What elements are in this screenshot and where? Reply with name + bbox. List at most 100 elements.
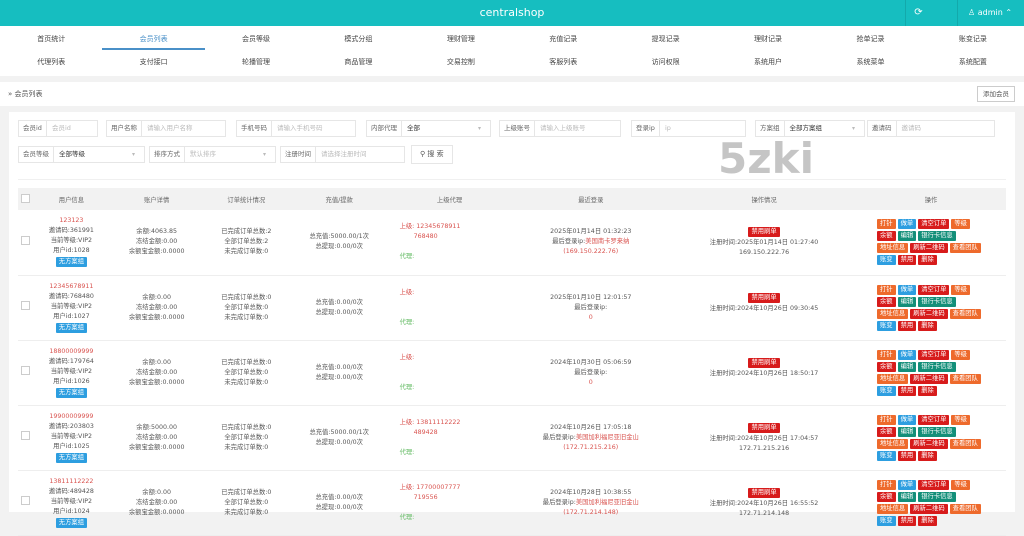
- filter-input[interactable]: 请输入手机号码: [277, 124, 323, 132]
- action-button[interactable]: 地址信息: [877, 373, 909, 384]
- action-button[interactable]: 账变: [877, 255, 896, 266]
- action-button[interactable]: 禁用: [897, 320, 917, 331]
- action-button[interactable]: 查看团队: [949, 438, 981, 449]
- nav-item[interactable]: 提现记录: [651, 35, 680, 43]
- row-checkbox[interactable]: [21, 366, 31, 375]
- nav-item[interactable]: 访问权限: [651, 58, 680, 66]
- action-button[interactable]: 做单: [897, 349, 917, 360]
- action-button[interactable]: 删除: [918, 385, 937, 396]
- action-button[interactable]: 禁用: [897, 385, 917, 396]
- nav-item[interactable]: 首页统计: [37, 35, 66, 43]
- action-button[interactable]: 查看团队: [949, 503, 981, 514]
- filter-value[interactable]: 全部方案组: [789, 124, 823, 132]
- action-button[interactable]: 地址信息: [877, 308, 909, 319]
- action-button[interactable]: 余额: [877, 491, 896, 502]
- action-button[interactable]: 清空订单: [918, 219, 950, 230]
- action-button[interactable]: 删除: [918, 320, 937, 331]
- action-button[interactable]: 银行卡信息: [918, 426, 956, 437]
- action-button[interactable]: 编辑: [897, 296, 917, 307]
- action-button[interactable]: 银行卡信息: [918, 296, 956, 307]
- action-button[interactable]: 禁用: [897, 255, 917, 266]
- filter-input[interactable]: 会员id: [51, 124, 71, 132]
- action-button[interactable]: 编辑: [897, 491, 917, 502]
- nav-item[interactable]: 会员等级: [242, 35, 271, 43]
- filter-login-ip[interactable]: 登录ip ip: [631, 120, 746, 137]
- filter-input[interactable]: 邀请码: [901, 124, 922, 132]
- nav-item[interactable]: 系统用户: [754, 58, 783, 66]
- action-button[interactable]: 地址信息: [877, 438, 909, 449]
- filter-input[interactable]: ip: [664, 124, 671, 132]
- nav-item[interactable]: 模式分组: [344, 35, 373, 43]
- action-button[interactable]: 刷新二维码: [910, 503, 948, 514]
- filter-input[interactable]: 请输入用户名称: [147, 124, 193, 132]
- row-checkbox[interactable]: [21, 235, 31, 245]
- plan-group-tag[interactable]: 无方案组: [55, 517, 87, 528]
- action-button[interactable]: 余额: [877, 231, 896, 242]
- action-button[interactable]: 删除: [918, 450, 937, 461]
- nav-item[interactable]: 会员列表: [102, 28, 206, 51]
- action-button[interactable]: 打针: [877, 284, 896, 295]
- action-button[interactable]: 编辑: [897, 231, 917, 242]
- plan-group-tag[interactable]: 无方案组: [55, 257, 87, 268]
- plan-group-tag[interactable]: 无方案组: [55, 452, 87, 463]
- select-all-checkbox[interactable]: [21, 193, 31, 203]
- filter-input[interactable]: 默认排序: [190, 150, 216, 158]
- action-button[interactable]: 编辑: [897, 361, 917, 372]
- action-button[interactable]: 删除: [918, 255, 937, 266]
- action-button[interactable]: 做单: [897, 414, 917, 425]
- nav-item[interactable]: 账变记录: [958, 35, 987, 43]
- filter-value[interactable]: 全部: [407, 124, 420, 132]
- action-button[interactable]: 刷新二维码: [910, 438, 948, 449]
- action-button[interactable]: 编辑: [897, 426, 917, 437]
- action-button[interactable]: 等级: [951, 349, 970, 360]
- action-button[interactable]: 等级: [951, 219, 970, 230]
- refresh-button[interactable]: ⟳: [905, 0, 931, 26]
- action-button[interactable]: 打针: [877, 219, 896, 230]
- action-button[interactable]: 地址信息: [877, 243, 909, 254]
- nav-item[interactable]: 系统菜单: [856, 58, 885, 66]
- action-button[interactable]: 删除: [918, 515, 937, 526]
- action-button[interactable]: 做单: [897, 284, 917, 295]
- action-button[interactable]: 打针: [877, 414, 896, 425]
- action-button[interactable]: 刷新二维码: [910, 308, 948, 319]
- action-button[interactable]: 清空订单: [918, 479, 950, 490]
- nav-item[interactable]: 系统配置: [958, 58, 987, 66]
- row-checkbox[interactable]: [21, 301, 31, 310]
- nav-item[interactable]: 抢单记录: [856, 35, 885, 43]
- action-button[interactable]: 银行卡信息: [918, 491, 956, 502]
- row-checkbox[interactable]: [21, 496, 31, 505]
- action-button[interactable]: 打针: [877, 479, 896, 490]
- filter-sort[interactable]: 排序方式 默认排序 ▾: [149, 146, 276, 163]
- filter-input[interactable]: 请输入上级账号: [540, 124, 586, 132]
- row-checkbox[interactable]: [21, 431, 31, 440]
- nav-item[interactable]: 理财管理: [446, 35, 475, 43]
- plan-group-tag[interactable]: 无方案组: [55, 322, 87, 333]
- action-button[interactable]: 清空订单: [918, 414, 950, 425]
- action-button[interactable]: 清空订单: [918, 284, 950, 295]
- filter-phone[interactable]: 手机号码 请输入手机号码: [236, 120, 356, 137]
- filter-parent-account[interactable]: 上级账号 请输入上级账号: [499, 120, 621, 137]
- filter-username[interactable]: 用户名称 请输入用户名称: [106, 120, 226, 137]
- action-button[interactable]: 账变: [877, 320, 896, 331]
- action-button[interactable]: 刷新二维码: [910, 373, 948, 384]
- nav-item[interactable]: 轮播管理: [242, 58, 271, 66]
- action-button[interactable]: 账变: [877, 385, 896, 396]
- filter-plan-group[interactable]: 方案组 全部方案组 ▾: [755, 120, 865, 137]
- action-button[interactable]: 刷新二维码: [910, 243, 948, 254]
- nav-item[interactable]: 理财记录: [754, 35, 783, 43]
- action-button[interactable]: 账变: [877, 515, 896, 526]
- user-menu[interactable]: ♙ admin ⌃: [957, 0, 1024, 26]
- action-button[interactable]: 等级: [951, 414, 970, 425]
- nav-item[interactable]: 客服列表: [549, 58, 578, 66]
- action-button[interactable]: 银行卡信息: [918, 361, 956, 372]
- filter-reg-time[interactable]: 注册时间 请选择注册时间: [280, 146, 405, 163]
- nav-item[interactable]: 交易控制: [446, 58, 475, 66]
- nav-item[interactable]: 支付接口: [139, 58, 168, 66]
- search-button[interactable]: ⚲ 搜 索: [411, 145, 453, 164]
- plan-group-tag[interactable]: 无方案组: [55, 387, 87, 398]
- nav-item[interactable]: 代理列表: [37, 58, 66, 66]
- add-member-button[interactable]: 添加会员: [977, 86, 1015, 102]
- action-button[interactable]: 打针: [877, 349, 896, 360]
- action-button[interactable]: 地址信息: [877, 503, 909, 514]
- filter-value[interactable]: 全部等级: [59, 150, 85, 158]
